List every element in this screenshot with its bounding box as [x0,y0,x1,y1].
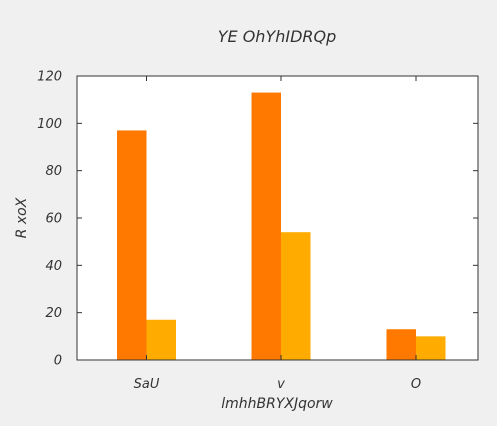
bar-SaU-series-1 [117,130,147,360]
bar-O-series-1 [386,329,416,360]
bar-O-series-2 [416,336,446,360]
x-tick-label: v [277,377,285,392]
x-axis-label: lmhhBRYXJqorw [221,396,333,412]
bars-group [117,92,446,361]
y-tick-label: 40 [45,259,62,274]
bar-v-series-2 [281,232,311,360]
bar-SaU-series-2 [146,319,176,360]
y-tick-label: 0 [54,354,62,369]
chart-title: YE OhYhIDRQp [218,27,337,46]
y-tick-label: 60 [45,212,62,227]
y-tick-label: 120 [37,70,62,85]
plot-frame [76,75,479,361]
y-tick-label: 20 [45,306,62,321]
x-tick-label: SaU [134,377,160,392]
ticks-group: 0 20 40 60 80 100 120 SaU v O [37,70,478,392]
y-axis-label: R xoX [14,197,30,238]
y-tick-label: 80 [45,164,62,179]
y-tick-label: 100 [37,117,62,132]
x-tick-label: O [411,377,421,392]
bar-v-series-1 [251,92,281,361]
